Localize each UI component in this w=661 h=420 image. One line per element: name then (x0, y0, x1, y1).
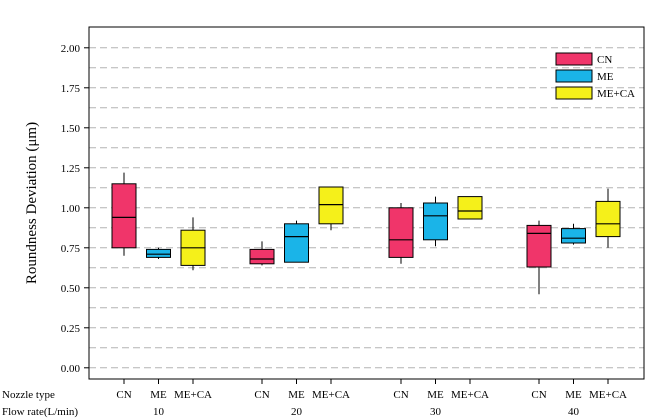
labels: 0.00 0.25 0.50 0.75 1.00 1.25 1.50 1.75 2.00 Roun… (2, 43, 627, 418)
nozzle-label: ME (565, 389, 582, 401)
nozzle-label: CN (531, 389, 546, 401)
y-tick-label: 0.75 (61, 243, 81, 255)
legend-label: CN (597, 54, 612, 66)
y-tick-label: 2.00 (61, 43, 81, 55)
y-axis-title: Roundness Deviation (μm) (24, 122, 40, 284)
y-tick-label: 0.50 (61, 283, 81, 295)
plot-frame (88, 26, 645, 380)
nozzle-label: ME (427, 389, 444, 401)
nozzle-label: ME+CA (312, 389, 350, 401)
legend: CN ME ME+CA (555, 52, 635, 100)
y-tick-label: 0.25 (61, 323, 81, 335)
legend-label: ME (597, 71, 614, 83)
box (388, 207, 414, 258)
flow-rate-label: 30 (430, 406, 442, 418)
flow-rate-label: 40 (568, 406, 580, 418)
box (284, 223, 309, 263)
gridlines (89, 47, 644, 369)
y-tick-label: 1.00 (61, 203, 81, 215)
y-tick-label: 1.25 (61, 163, 81, 175)
box (423, 202, 448, 241)
y-tick-label: 1.75 (61, 83, 81, 95)
box (526, 224, 552, 268)
box (561, 228, 586, 244)
legend-swatch (555, 52, 593, 66)
nozzle-label: ME+CA (451, 389, 489, 401)
box (249, 248, 275, 265)
box (457, 196, 483, 220)
nozzle-label: CN (254, 389, 269, 401)
legend-swatch (555, 86, 593, 100)
flow-rate-label: 10 (153, 406, 165, 418)
row-label-flow-rate: Flow rate(L/min) (2, 406, 78, 418)
nozzle-label: ME+CA (589, 389, 627, 401)
y-tick-label: 1.50 (61, 123, 81, 135)
box (595, 200, 621, 238)
legend-swatch (555, 69, 593, 83)
flow-rate-label: 20 (291, 406, 303, 418)
nozzle-label: ME+CA (174, 389, 212, 401)
nozzle-label: CN (116, 389, 131, 401)
nozzle-label: ME (150, 389, 167, 401)
legend-label: ME+CA (597, 88, 635, 100)
axes (84, 26, 645, 384)
nozzle-label: CN (393, 389, 408, 401)
y-tick-label: 0.00 (61, 363, 81, 375)
row-label-nozzle-type: Nozzle type (2, 389, 55, 401)
box (318, 186, 344, 225)
box (111, 183, 137, 249)
boxes (111, 172, 621, 295)
nozzle-label: ME (288, 389, 305, 401)
box (146, 248, 171, 258)
